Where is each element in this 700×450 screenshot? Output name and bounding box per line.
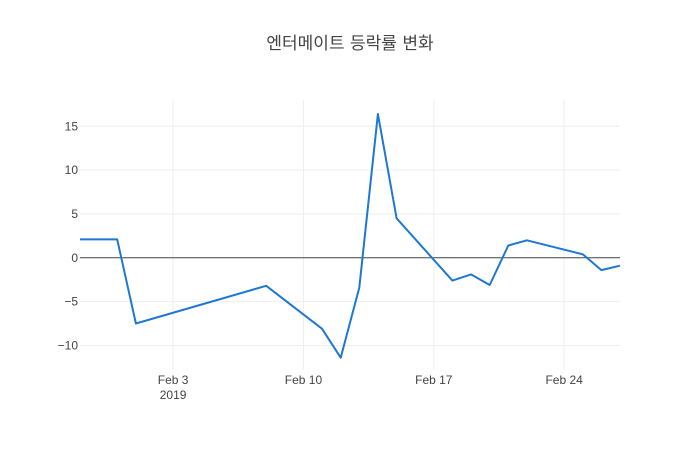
y-tick-label: 15 [65, 119, 79, 133]
x-tick-label: Feb 10 [285, 373, 323, 387]
y-tick-label: −5 [64, 295, 78, 309]
chart-title: 엔터메이트 등락률 변화 [266, 34, 434, 54]
y-tick-label: 5 [71, 207, 78, 221]
x-tick-label: Feb 24 [545, 373, 583, 387]
series-layer [79, 113, 621, 359]
x-tick-year-label: 2019 [160, 388, 187, 402]
y-tick-label: 0 [71, 251, 78, 265]
grid-lines [80, 100, 620, 370]
x-tick-label: Feb 17 [415, 373, 453, 387]
y-tick-label: −10 [58, 338, 79, 352]
x-tick-label: Feb 3 [158, 373, 189, 387]
y-axis-ticks: 15 10 5 0 −5 −10 [58, 119, 79, 352]
y-tick-label: 10 [65, 163, 79, 177]
